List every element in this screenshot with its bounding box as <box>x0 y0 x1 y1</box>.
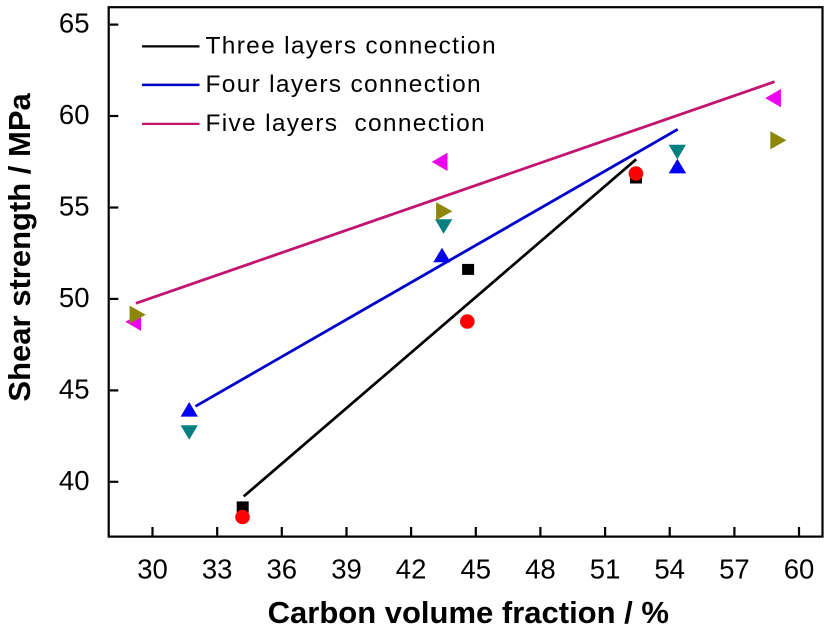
svg-text:55: 55 <box>59 191 90 222</box>
svg-text:57: 57 <box>719 554 750 585</box>
svg-text:Shear strength / MPa: Shear strength / MPa <box>2 92 37 401</box>
svg-text:54: 54 <box>654 554 685 585</box>
svg-text:42: 42 <box>396 554 427 585</box>
svg-text:Carbon volume fraction / %: Carbon volume fraction / % <box>268 595 669 630</box>
svg-text:Five layers connection: Five layers connection <box>206 110 486 137</box>
svg-text:51: 51 <box>590 554 621 585</box>
svg-text:40: 40 <box>59 465 90 496</box>
svg-text:30: 30 <box>137 554 168 585</box>
svg-text:60: 60 <box>59 99 90 130</box>
svg-text:65: 65 <box>59 8 90 39</box>
svg-text:39: 39 <box>331 554 362 585</box>
svg-text:36: 36 <box>267 554 298 585</box>
svg-text:45: 45 <box>461 554 492 585</box>
svg-text:45: 45 <box>59 373 90 404</box>
svg-text:Four layers connection: Four layers connection <box>206 71 482 98</box>
svg-text:Three layers connection: Three layers connection <box>206 33 497 60</box>
svg-text:50: 50 <box>59 282 90 313</box>
svg-text:48: 48 <box>525 554 556 585</box>
svg-text:60: 60 <box>784 554 815 585</box>
svg-text:33: 33 <box>202 554 233 585</box>
